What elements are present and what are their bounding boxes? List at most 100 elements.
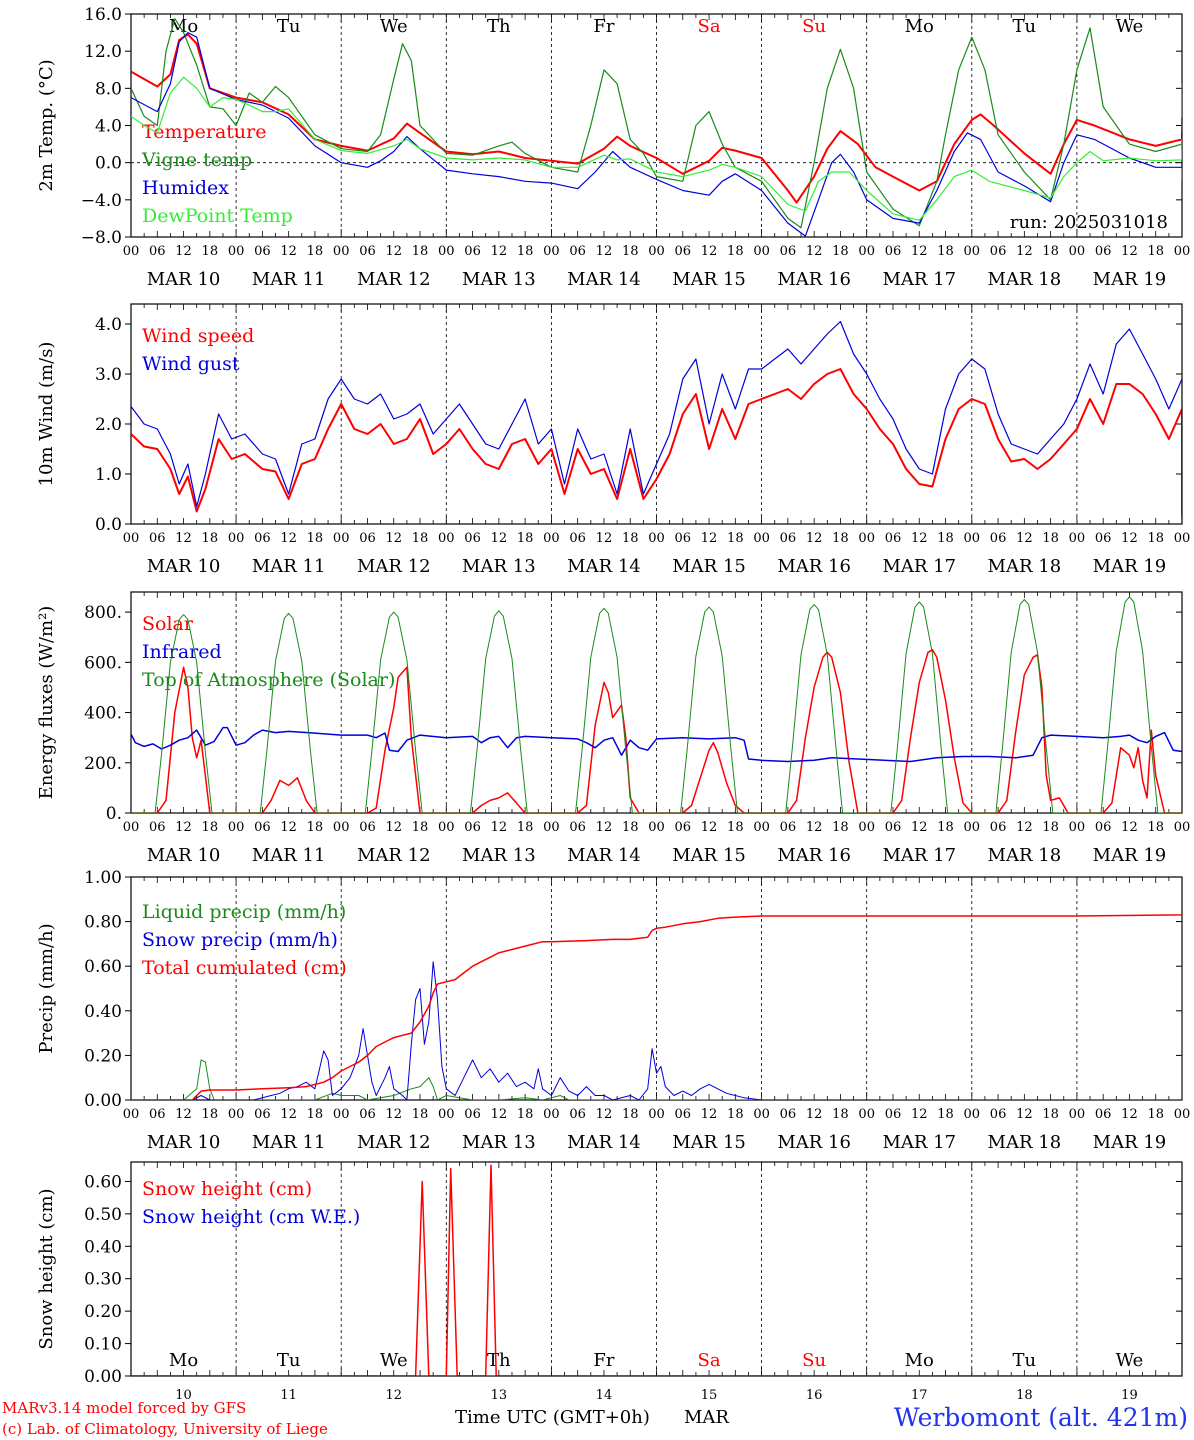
hour-tick-label: 18: [202, 531, 219, 546]
weekday-label: Su: [802, 1350, 826, 1371]
hour-tick-label: 00: [964, 531, 981, 546]
hour-tick-label: 06: [464, 244, 481, 259]
hour-tick-label: 06: [1095, 1107, 1112, 1122]
panel-2: 4.0 3.0 2.0 1.0 0.0 10m Wind (m/s) 00 06 12 18 MAR…: [36, 303, 1190, 577]
hour-tick-label: 18: [1147, 531, 1164, 546]
hour-tick-label: 00: [858, 531, 875, 546]
y-tick-label: 0.00: [84, 1091, 122, 1111]
date-label: MAR 19: [1093, 845, 1167, 866]
hour-tick-label: 18: [727, 531, 744, 546]
legend-entry: Snow precip (mm/h): [142, 929, 338, 951]
date-label: MAR 19: [1093, 269, 1167, 290]
hour-tick-label: 06: [780, 531, 797, 546]
weekday-label: Tu: [1013, 1350, 1037, 1371]
hour-tick-label: 00: [964, 1107, 981, 1122]
y-tick-label: 0.30: [84, 1270, 122, 1290]
date-label: MAR 12: [357, 269, 431, 290]
y-tick-label: 12.0: [84, 42, 122, 62]
x-axis-title: Time UTC (GMT+0h): [455, 1407, 650, 1428]
date-label: MAR 14: [567, 1132, 641, 1153]
hour-tick-label: 12: [806, 1107, 823, 1122]
legend-entry: Top of Atmosphere (Solar): [142, 669, 395, 691]
date-label: MAR 13: [462, 1132, 536, 1153]
hour-tick-label: 00: [1069, 531, 1086, 546]
y-tick-label: 0.60: [84, 1172, 122, 1192]
y-tick-label: 0.60: [84, 957, 122, 977]
legend-entry: Wind speed: [142, 325, 254, 347]
hour-tick-label: 12: [491, 820, 508, 835]
hour-tick-label: 00: [964, 820, 981, 835]
y-tick-label: 16.0: [84, 5, 122, 25]
hour-tick-label: 00: [543, 244, 560, 259]
hour-tick-label: 12: [1121, 820, 1138, 835]
panels-group: 16.0 12.0 8.0 4.0 0.0 −4.0 −8.0 2m Temp. (°C) 00…: [36, 5, 1190, 1403]
weekday-label: We: [380, 16, 408, 37]
date-label: MAR 14: [567, 556, 641, 577]
hour-tick-label: 00: [858, 1107, 875, 1122]
hour-tick-label: 12: [1121, 1107, 1138, 1122]
series-line: [131, 649, 1182, 813]
hour-tick-label: 18: [517, 820, 534, 835]
hour-tick-label: 06: [254, 531, 271, 546]
date-label: MAR 18: [988, 845, 1062, 866]
hour-tick-label: 18: [202, 820, 219, 835]
date-label: MAR 18: [988, 556, 1062, 577]
hour-tick-label: 18: [937, 1107, 954, 1122]
hour-tick-label: 00: [858, 820, 875, 835]
panel-4: 1.00 0.80 0.60 0.40 0.20 0.00 Precip (mm/h) 00 0…: [36, 868, 1190, 1153]
y-tick-label: 0.: [106, 804, 122, 824]
hour-tick-label: 18: [1147, 244, 1164, 259]
date-label: MAR 11: [252, 556, 326, 577]
legend-entry: Infrared: [142, 641, 222, 663]
y-tick-label: 0.80: [84, 913, 122, 933]
hour-tick-label: 12: [385, 244, 402, 259]
weekday-label: Mo: [905, 1350, 934, 1371]
run-annotation: run: 2025031018: [1010, 212, 1168, 233]
hour-tick-label: 06: [569, 244, 586, 259]
hour-tick-label: 12: [175, 244, 192, 259]
hour-tick-label: 06: [464, 1107, 481, 1122]
legend-entry: Humidex: [142, 177, 229, 199]
date-label: MAR 13: [462, 556, 536, 577]
hour-tick-label: 00: [753, 820, 770, 835]
hour-tick-label: 12: [280, 531, 297, 546]
hour-tick-label: 12: [596, 531, 613, 546]
hour-tick-label: 12: [1016, 1107, 1033, 1122]
hour-tick-label: 18: [622, 1107, 639, 1122]
hour-tick-label: 00: [1069, 1107, 1086, 1122]
y-tick-label: −4.0: [81, 191, 122, 211]
legend-entry: Solar: [142, 613, 194, 635]
y-tick-label: 2.0: [95, 415, 122, 435]
hour-tick-label: 06: [780, 1107, 797, 1122]
date-label: MAR 15: [672, 845, 746, 866]
legend-entry: Snow height (cm): [142, 1178, 312, 1200]
hour-tick-label: 06: [1095, 244, 1112, 259]
hour-tick-label: 06: [885, 820, 902, 835]
hour-tick-label: 18: [622, 820, 639, 835]
hour-tick-label: 12: [1121, 244, 1138, 259]
y-axis-label: Snow height (cm): [36, 1188, 57, 1349]
hour-tick-label: 00: [333, 820, 350, 835]
date-label: MAR 12: [357, 845, 431, 866]
hour-tick-label: 18: [1147, 1107, 1164, 1122]
hour-tick-label: 06: [569, 1107, 586, 1122]
hour-tick-label: 18: [517, 531, 534, 546]
hour-tick-label: 12: [1121, 531, 1138, 546]
hour-tick-label: 12: [911, 820, 928, 835]
hour-tick-label: 00: [1174, 1107, 1191, 1122]
hour-tick-label: 00: [1174, 820, 1191, 835]
weekday-label: We: [380, 1350, 408, 1371]
hour-tick-label: 00: [333, 1107, 350, 1122]
hour-tick-label: 06: [675, 531, 692, 546]
y-axis-label: 10m Wind (m/s): [36, 342, 57, 487]
hour-tick-label: 06: [254, 820, 271, 835]
hour-tick-label: 18: [412, 820, 429, 835]
credit-line-1: MARv3.14 model forced by GFS: [2, 1399, 246, 1417]
hour-tick-label: 00: [333, 531, 350, 546]
hour-tick-label: 00: [543, 1107, 560, 1122]
date-label: MAR 15: [672, 556, 746, 577]
y-tick-label: 0.0: [95, 515, 122, 535]
series-line: [131, 18, 1182, 229]
legend-entry: Wind gust: [142, 353, 240, 375]
hour-tick-label: 18: [832, 244, 849, 259]
